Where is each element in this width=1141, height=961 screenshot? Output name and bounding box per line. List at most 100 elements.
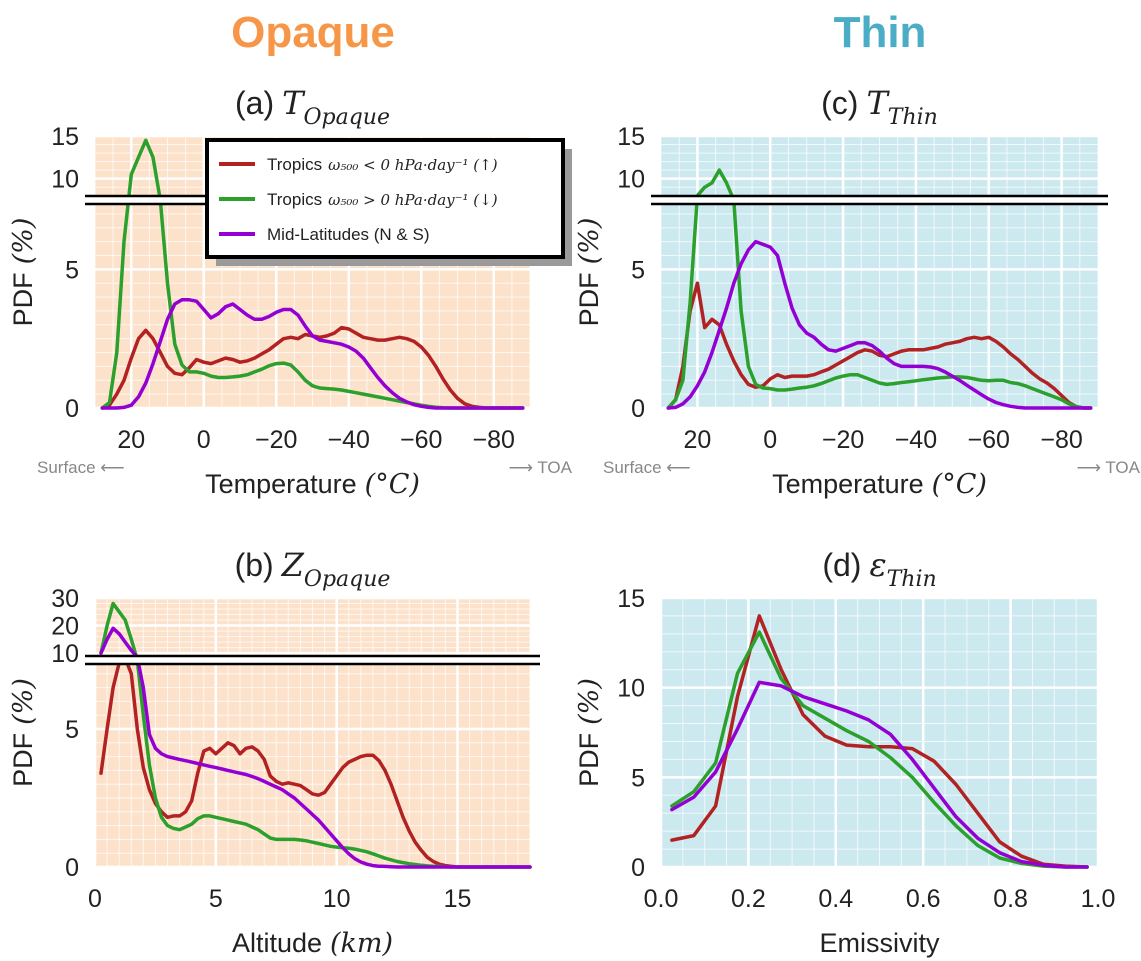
y-tick-label: 0 [631, 395, 645, 423]
y-tick-label: 10 [617, 166, 645, 194]
x-tick-label: −40 [328, 426, 370, 454]
y-axis-label-unit: (%) [8, 678, 39, 725]
y-tick-label: 0 [631, 854, 645, 882]
x-axis-label: Emissivity [820, 928, 940, 958]
header-opaque: Opaque [231, 8, 395, 57]
y-tick-label: 20 [51, 613, 79, 641]
y-axis-label: PDF (%) [574, 218, 605, 327]
panel-title-subscript: Thin [887, 567, 937, 592]
y-axis-label-unit: (%) [574, 218, 605, 265]
series-group [666, 168, 1093, 410]
legend-entry-text: Mid-Latitudes (N & S) [267, 225, 430, 244]
x-tick-label: −80 [1040, 426, 1082, 454]
panel-title-variable: Z [281, 546, 305, 584]
y-axis-label-text: PDF [574, 272, 604, 326]
y-tick-label: 15 [617, 123, 645, 151]
y-axis-label-unit: (%) [8, 218, 39, 265]
y-tick-label: 30 [51, 585, 79, 613]
x-axis-label: Altitude (km) [232, 928, 393, 959]
x-tick-label: 0.2 [731, 885, 766, 913]
y-axis-label: PDF (%) [574, 678, 605, 787]
series-group [100, 138, 525, 410]
y-axis-label-text: PDF [8, 272, 38, 326]
legend-entry: Tropics ω₅₀₀ < 0 hPa·day⁻¹ (↑) [267, 155, 498, 174]
panel-title-prefix: (a) [235, 85, 274, 121]
panel-d: 0 5 10 15 0.0 0.2 0.4 0.6 0.8 1.0 (d) εThin Emissivi… [574, 546, 1115, 958]
x-axis-label-unit: (km) [330, 928, 393, 959]
axis-break-gap [85, 656, 540, 664]
x-tick-label: −60 [968, 426, 1010, 454]
legend-entry-math: ω₅₀₀ > 0 hPa·day⁻¹ (↓) [328, 191, 498, 209]
panel-title-variable: ε [869, 546, 886, 584]
series-group [670, 614, 1089, 869]
x-tick-label: 0.4 [818, 885, 853, 913]
panel-title-prefix: (d) [822, 547, 861, 583]
x-tick-label: 0.0 [644, 885, 679, 913]
x-tick-label: 0.8 [993, 885, 1028, 913]
series-line-3 [100, 298, 525, 410]
x-tick-label: 20 [117, 426, 145, 454]
legend-box [205, 138, 565, 259]
y-tick-label: 15 [51, 123, 79, 151]
series-group [99, 601, 532, 869]
annotation-surface: Surface ⟵ [603, 458, 691, 477]
x-tick-label: 10 [323, 885, 351, 913]
x-axis-label-unit: (°C) [365, 469, 420, 500]
legend-entry-text: Tropics [267, 190, 322, 209]
x-axis-label: Temperature (°C) [205, 469, 420, 500]
y-axis-label: PDF (%) [8, 678, 39, 787]
x-axis-label-text: Altitude [232, 928, 322, 958]
panel-title-variable: T [282, 84, 306, 122]
panel-title-prefix: (c) [821, 85, 858, 121]
panel-title-variable: T [866, 84, 890, 122]
x-tick-label: −60 [400, 426, 442, 454]
annotation-toa: ⟶ TOA [1077, 458, 1141, 477]
grid [659, 596, 1100, 869]
annotation-surface: Surface ⟵ [37, 458, 125, 477]
panel-title-subscript: Opaque [304, 567, 391, 592]
panel-title: (c) TThin [821, 84, 938, 130]
series-line-1 [670, 614, 1089, 869]
y-axis-label-text: PDF [574, 733, 604, 787]
y-axis-label-unit: (%) [574, 678, 605, 725]
header-thin: Thin [834, 8, 927, 57]
x-tick-label: −20 [255, 426, 297, 454]
panel-title: (a) TOpaque [235, 84, 390, 130]
y-tick-label: 10 [51, 166, 79, 194]
x-tick-label: −20 [822, 426, 864, 454]
y-tick-label: 10 [617, 675, 645, 703]
series-line-2 [670, 630, 1089, 869]
y-tick-label: 5 [631, 256, 645, 284]
x-tick-label: 0 [763, 426, 777, 454]
y-tick-label: 0 [65, 395, 79, 423]
x-axis-label-unit: (°C) [932, 469, 987, 500]
annotation-toa: ⟶ TOA [509, 458, 573, 477]
axis-break-gap [651, 196, 1108, 204]
panel-title: (b) ZOpaque [235, 546, 391, 592]
y-axis-label: PDF (%) [8, 218, 39, 327]
series-line-1 [666, 281, 1093, 410]
x-tick-label: 1.0 [1081, 885, 1116, 913]
legend: Tropics ω₅₀₀ < 0 hPa·day⁻¹ (↑) Tropics ω₅₀₀… [205, 138, 572, 266]
y-tick-label: 5 [65, 256, 79, 284]
series-line-3 [666, 239, 1093, 410]
x-tick-label: 5 [209, 885, 223, 913]
legend-entry: Mid-Latitudes (N & S) [267, 225, 430, 244]
panel-title: (d) εThin [822, 546, 936, 592]
y-tick-label: 5 [65, 716, 79, 744]
series-line-1 [99, 656, 532, 869]
y-tick-label: 0 [65, 854, 79, 882]
x-tick-label: −40 [895, 426, 937, 454]
panel-title-prefix: (b) [235, 547, 274, 583]
legend-entry: Tropics ω₅₀₀ > 0 hPa·day⁻¹ (↓) [267, 190, 498, 209]
y-tick-label: 10 [51, 640, 79, 668]
x-axis-label-text: Temperature [205, 469, 357, 499]
series-line-3 [99, 626, 532, 869]
x-axis-label-text: Emissivity [820, 928, 940, 958]
x-tick-label: 15 [444, 885, 472, 913]
series-line-3 [670, 680, 1089, 869]
x-axis-label: Temperature (°C) [772, 469, 987, 500]
x-tick-label: 0 [88, 885, 102, 913]
